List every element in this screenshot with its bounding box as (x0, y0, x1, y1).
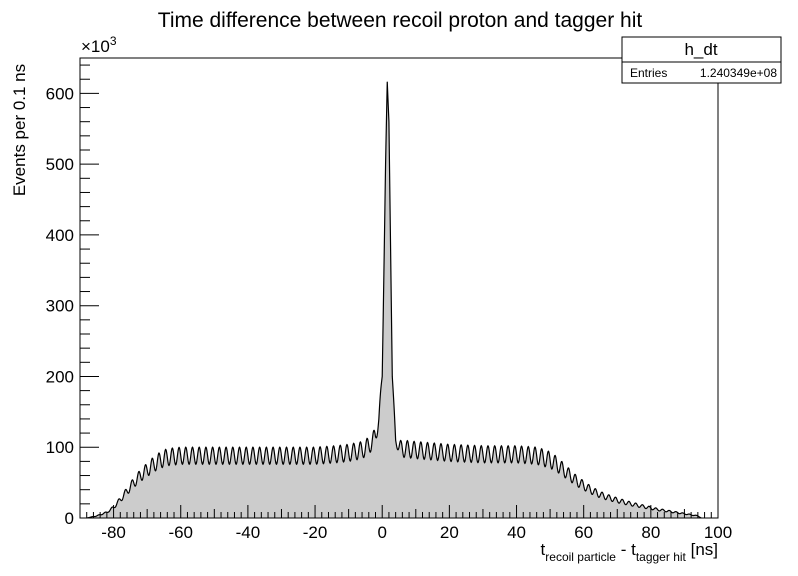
stats-box-frame (621, 36, 782, 84)
stats-box: h_dt Entries 1.240349e+08 (621, 36, 782, 84)
stats-entries-label: Entries (630, 66, 667, 80)
x-axis-label: trecoil particle - ttagger hit [ns] (541, 540, 718, 564)
x-tick-label: -20 (303, 523, 328, 542)
histogram-outline (86, 81, 702, 519)
x-tick-label: 20 (440, 523, 459, 542)
stats-box-name: h_dt (684, 40, 717, 59)
x-tick-label: -40 (236, 523, 261, 542)
y-tick-label: 0 (65, 509, 74, 528)
x-tick-label: 40 (507, 523, 526, 542)
y-tick-label: 300 (46, 297, 74, 316)
x-tick-label: 0 (377, 523, 386, 542)
plot-frame (79, 57, 719, 519)
x-tick-label: -80 (101, 523, 126, 542)
histogram-fill (86, 81, 702, 519)
x-axis: -80 -60 -40 -20 0 20 40 60 80 100 (79, 505, 732, 542)
y-axis: 0 100 200 300 400 500 600 (46, 64, 99, 528)
y-tick-label: 400 (46, 226, 74, 245)
y-axis-label: Events per 0.1 ns (10, 64, 29, 196)
stats-entries-value: 1.240349e+08 (700, 66, 777, 80)
x-tick-label: 60 (574, 523, 593, 542)
y-tick-label: 600 (46, 84, 74, 103)
y-multiplier-label: ×103 (81, 34, 117, 56)
x-tick-label: 100 (704, 523, 732, 542)
y-tick-label: 200 (46, 367, 74, 386)
y-tick-label: 100 (46, 438, 74, 457)
y-tick-label: 500 (46, 155, 74, 174)
x-tick-label: 80 (641, 523, 660, 542)
chart-title: Time difference between recoil proton an… (158, 9, 643, 32)
x-tick-label: -60 (168, 523, 193, 542)
plot-area (86, 81, 702, 519)
